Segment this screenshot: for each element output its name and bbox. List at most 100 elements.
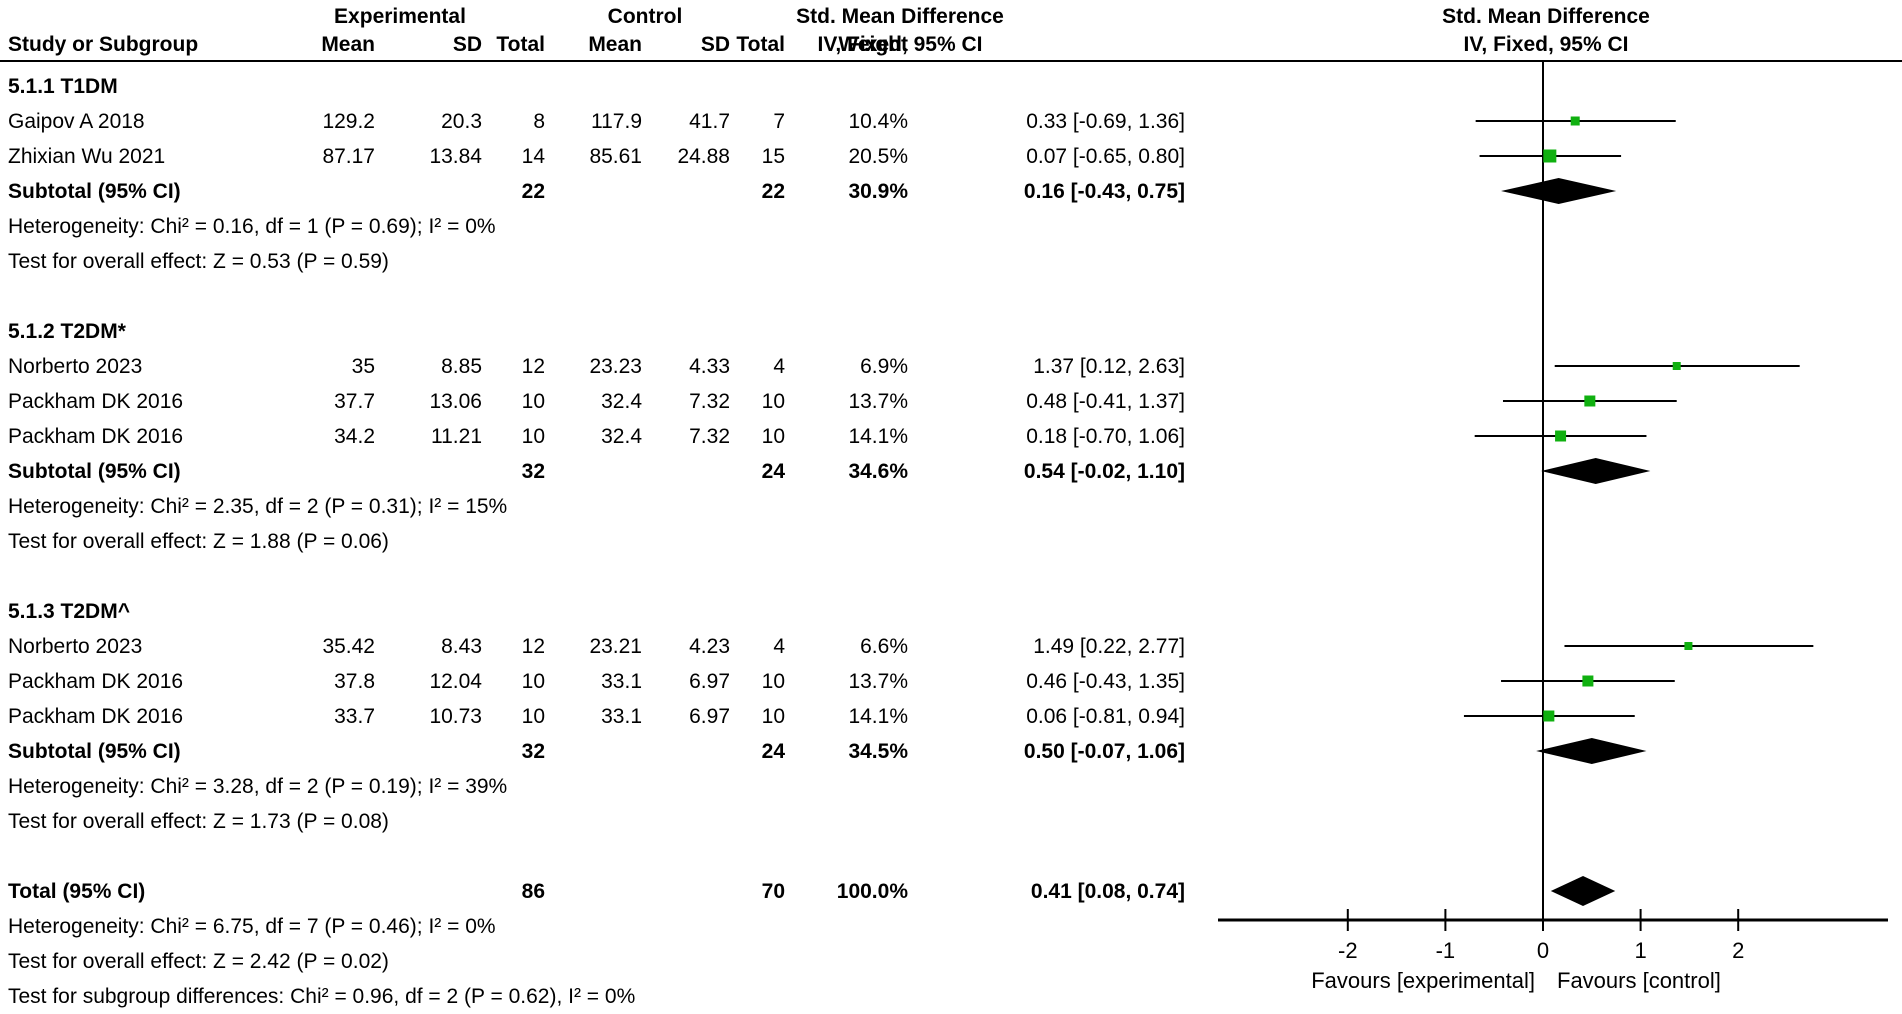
exp-sd: 12.04 [429, 669, 482, 693]
exp-total: 10 [521, 669, 545, 693]
table-row-study: Zhixian Wu 2021 87.17 13.84 14 85.61 24.88 15 2… [0, 139, 1215, 174]
ctrl-mean: 32.4 [601, 389, 642, 413]
exp-mean: 34.2 [334, 424, 375, 448]
exp-sd-col-header: SD [452, 33, 482, 56]
ctrl-total: 10 [761, 424, 785, 448]
weight-value: 13.7% [848, 669, 908, 693]
stats-note: Heterogeneity: Chi² = 6.75, df = 7 (P = … [8, 914, 496, 938]
table-row-study: Packham DK 2016 33.7 10.73 10 33.1 6.97 10 14.1… [0, 699, 1215, 734]
ci-col-header-right: IV, Fixed, 95% CI [1463, 33, 1629, 56]
exp-mean-col-header: Mean [321, 33, 375, 56]
study-name: Gaipov A 2018 [8, 109, 145, 133]
table-row-study: Norberto 2023 35 8.85 12 23.23 4.33 4 6.9% 1.37 … [0, 349, 1215, 384]
stats-note: Heterogeneity: Chi² = 3.28, df = 2 (P = … [8, 774, 508, 798]
ctrl-mean: 23.23 [589, 354, 642, 378]
ctrl-mean: 23.21 [589, 634, 642, 658]
weight-value: 34.5% [848, 739, 908, 763]
subtotal-label: Subtotal (95% CI) [8, 179, 181, 203]
exp-total: 12 [521, 354, 545, 378]
ctrl-mean: 33.1 [601, 669, 642, 693]
table-row-subtotal: Subtotal (95% CI) 22 22 30.9% 0.16 [-0.43, 0… [0, 174, 1215, 209]
ctrl-sd: 4.23 [689, 634, 730, 658]
favours-control-label: Favours [control] [1557, 968, 1721, 993]
table-row-note: Test for subgroup differences: Chi² = 0.… [0, 979, 1215, 1014]
weight-value: 14.1% [848, 704, 908, 728]
study-name: Zhixian Wu 2021 [8, 144, 166, 168]
exp-total: 32 [521, 459, 545, 483]
weight-value: 20.5% [848, 144, 908, 168]
ctrl-total: 15 [761, 144, 785, 168]
study-name: Packham DK 2016 [8, 669, 184, 693]
exp-mean: 129.2 [322, 109, 375, 133]
ci-text: 0.06 [-0.81, 0.94] [1026, 704, 1185, 728]
subtotal-label: Subtotal (95% CI) [8, 459, 181, 483]
smd-header-right: Std. Mean Difference [1442, 5, 1650, 28]
weight-value: 10.4% [848, 109, 908, 133]
ctrl-sd: 41.7 [689, 109, 730, 133]
favours-experimental-label: Favours [experimental] [1311, 968, 1535, 993]
ctrl-total: 7 [773, 109, 785, 133]
effect-marker [1672, 362, 1681, 370]
study-name: Norberto 2023 [8, 634, 143, 658]
ctrl-mean: 32.4 [601, 424, 642, 448]
ctrl-total: 24 [761, 459, 785, 483]
table-row-note: Test for overall effect: Z = 1.88 (P = 0… [0, 524, 1215, 559]
exp-mean: 35 [351, 354, 375, 378]
effect-marker [1584, 395, 1596, 407]
exp-mean: 35.42 [322, 634, 375, 658]
exp-total: 32 [521, 739, 545, 763]
ctrl-sd: 6.97 [689, 704, 730, 728]
stats-note: Test for overall effect: Z = 0.53 (P = 0… [8, 249, 389, 273]
exp-mean: 37.7 [334, 389, 375, 413]
table-row-study: Norberto 2023 35.42 8.43 12 23.21 4.23 4 6.6% 1.… [0, 629, 1215, 664]
control-group-header: Control [607, 5, 683, 28]
table-row-note: Heterogeneity: Chi² = 6.75, df = 7 (P = … [0, 909, 1215, 944]
exp-total: 10 [521, 389, 545, 413]
table-row-note: Heterogeneity: Chi² = 2.35, df = 2 (P = … [0, 489, 1215, 524]
ctrl-total: 24 [761, 739, 785, 763]
ci-col-header-left: IV, Fixed, 95% CI [817, 33, 983, 56]
table-row-study: Packham DK 2016 37.7 13.06 10 32.4 7.32 10 13.7… [0, 384, 1215, 419]
subtotal-diamond [1501, 178, 1617, 204]
exp-total-col-header: Total [496, 33, 545, 56]
table-row-group: 5.1.1 T1DM [0, 69, 1215, 104]
stats-note: Heterogeneity: Chi² = 0.16, df = 1 (P = … [8, 214, 496, 238]
ctrl-total-col-header: Total [736, 33, 785, 56]
axis-tick-label: -2 [1338, 938, 1358, 963]
subgroup-heading: 5.1.2 T2DM* [8, 319, 126, 343]
weight-value: 6.9% [860, 354, 908, 378]
exp-mean: 37.8 [334, 669, 375, 693]
exp-total: 8 [533, 109, 545, 133]
ctrl-sd-col-header: SD [700, 33, 730, 56]
ci-text: 0.18 [-0.70, 1.06] [1026, 424, 1185, 448]
ctrl-sd: 6.97 [689, 669, 730, 693]
effect-marker [1684, 642, 1693, 650]
ctrl-sd: 24.88 [677, 144, 730, 168]
exp-sd: 11.21 [431, 424, 482, 448]
exp-mean: 33.7 [334, 704, 375, 728]
exp-sd: 20.3 [441, 109, 482, 133]
study-name: Norberto 2023 [8, 354, 143, 378]
stats-note: Test for subgroup differences: Chi² = 0.… [8, 984, 636, 1008]
ci-text: 0.50 [-0.07, 1.06] [1023, 739, 1185, 763]
ctrl-total: 10 [761, 389, 785, 413]
table-row-study: Packham DK 2016 34.2 11.21 10 32.4 7.32 10 14.1… [0, 419, 1215, 454]
study-col-header: Study or Subgroup [8, 33, 199, 56]
ctrl-total: 70 [761, 879, 785, 903]
table-row-study: Gaipov A 2018 129.2 20.3 8 117.9 41.7 7 10.4% 0.… [0, 104, 1215, 139]
ctrl-total: 10 [761, 669, 785, 693]
study-name: Packham DK 2016 [8, 704, 184, 728]
exp-sd: 13.84 [429, 144, 482, 168]
subtotal-diamond [1536, 738, 1647, 764]
exp-total: 12 [521, 634, 545, 658]
ctrl-total: 4 [773, 354, 785, 378]
table-row-note: Test for overall effect: Z = 1.73 (P = 0… [0, 804, 1215, 839]
study-name: Packham DK 2016 [8, 424, 184, 448]
ctrl-mean: 33.1 [601, 704, 642, 728]
ci-text: 0.16 [-0.43, 0.75] [1023, 179, 1185, 203]
weight-value: 6.6% [860, 634, 908, 658]
effect-marker [1543, 149, 1557, 163]
weight-col-header: Weight [838, 33, 908, 56]
